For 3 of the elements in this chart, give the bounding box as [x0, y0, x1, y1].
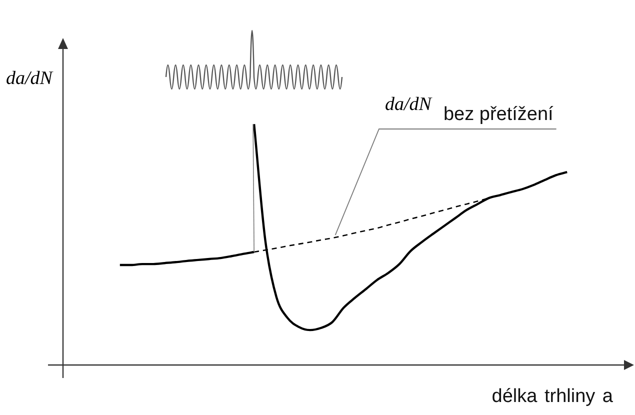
y-axis-title: da/dN: [6, 68, 52, 89]
x-axis-title: délka trhliny a: [492, 386, 613, 408]
annotation: da/dN bez přetížení: [385, 94, 554, 126]
